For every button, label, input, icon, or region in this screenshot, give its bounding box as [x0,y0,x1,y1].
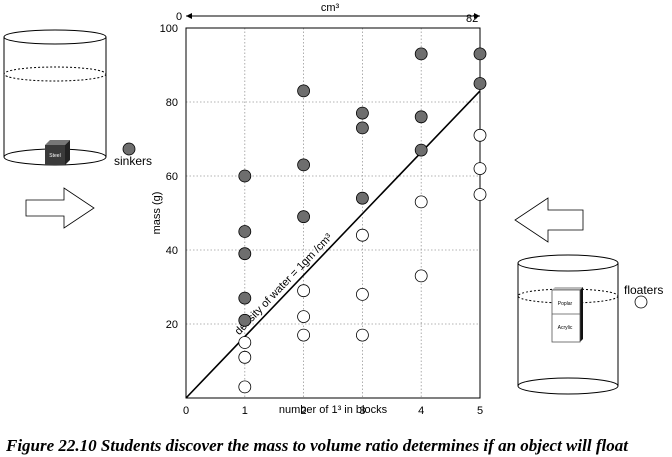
x-tick-label: 2 [301,405,307,417]
sinker-point [473,77,487,90]
sinker-point [414,143,428,157]
steel-label: Steel [49,153,60,159]
floater-point [238,380,252,394]
floater-point [355,228,369,242]
y-tick-labels: 20 40 60 80 100 [160,23,178,331]
chart: 0 cm³ 82 0 1 2 3 4 5 20 40 60 80 100 number of 1³… [151,2,487,417]
sinker-point [238,247,252,261]
sinker-point [297,158,311,172]
arrow-left-icon [514,197,584,243]
floater-point [238,350,252,364]
floater-point [238,336,252,349]
x-tick-labels: 0 1 2 3 4 5 [183,405,483,417]
floater-point [414,195,428,209]
x-axis-label: number of 1³ in blocks [279,404,388,416]
floater-point [414,269,428,283]
reference-line: density of water = 1gm /cm³ [185,90,481,399]
poplar-acrylic-block-icon: Poplar Acrylic [551,287,583,343]
arrow-right-icon [25,187,95,229]
legend-floaters: floaters [624,283,663,309]
y-tick-label: 20 [166,319,178,331]
y-tick-label: 80 [166,97,178,109]
sinker-point [473,47,487,61]
sinker-point [297,84,311,98]
top-axis-label: cm³ [321,2,340,14]
y-axis-label: mass (g) [151,192,163,235]
sinker-point [355,191,369,205]
data-points [238,47,487,394]
top-axis-max-label: 82 [466,13,478,25]
sinker-point [238,225,252,238]
y-tick-label: 100 [160,23,178,35]
x-tick-label: 5 [477,405,483,417]
top-axis: 0 cm³ 82 [176,2,480,25]
sinker-point [297,210,311,224]
x-tick-label: 0 [183,405,189,417]
x-tick-label: 1 [242,405,248,417]
top-axis-min-label: 0 [176,11,182,23]
floater-point [297,284,311,298]
sinker-container-illustration: Steel [3,29,107,166]
sinker-point [238,313,252,327]
steel-block-icon: Steel [45,140,70,165]
sinker-point [414,47,428,61]
sinker-point [414,110,428,124]
floater-point [473,188,487,201]
poplar-label: Poplar [558,301,573,307]
y-tick-label: 40 [166,245,178,257]
water-density-line [185,90,481,399]
legend-sinkers: sinkers [114,142,152,168]
sinker-point [238,291,252,305]
floater-point [473,162,487,176]
legend-floaters-label: floaters [624,283,663,297]
floater-point [297,310,311,324]
figure-caption: Figure 22.10 Students discover the mass … [6,436,628,455]
sinker-legend-marker [122,142,136,156]
x-tick-label: 3 [359,405,365,417]
gridlines [186,28,480,398]
floater-point [297,328,311,342]
legend-sinkers-label: sinkers [114,154,152,168]
y-tick-label: 60 [166,171,178,183]
acrylic-label: Acrylic [558,325,573,331]
floater-point [355,328,369,342]
sinker-point [355,121,369,135]
plot-frame [185,27,481,399]
floater-point [473,128,487,142]
x-tick-label: 4 [418,405,424,417]
floater-legend-marker [634,295,648,309]
floater-container-illustration: Poplar Acrylic [517,254,619,395]
sinker-point [355,106,369,120]
sinker-point [238,169,252,183]
floater-point [355,287,369,301]
